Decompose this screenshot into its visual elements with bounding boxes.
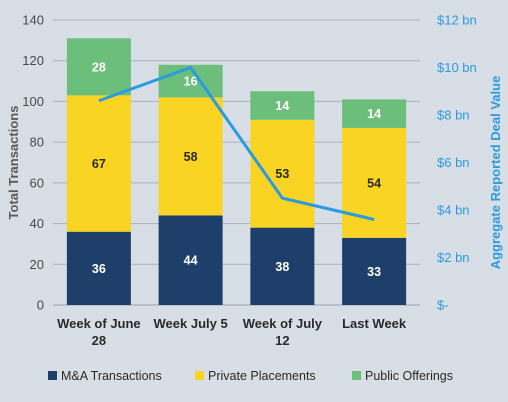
legend-swatch [195,371,204,380]
data-label: 53 [275,167,289,181]
y2-tick-label: $4 bn [437,203,470,218]
y-tick-label: 60 [30,175,44,190]
data-label: 44 [184,254,198,268]
y2-tick-label: $6 bn [437,155,470,170]
legend-label: Private Placements [208,369,316,383]
y-tick-label: 120 [22,53,44,68]
x-tick-label: Last Week [342,316,407,331]
data-label: 14 [275,99,289,113]
bar-segment [66,38,131,96]
legend-swatch [48,371,57,380]
bar-segment [66,95,131,232]
y2-tick-label: $12 bn [437,13,477,28]
y-tick-label: 0 [37,298,44,313]
bar-segment [250,119,315,228]
line-series [98,66,375,221]
bar-segment [158,215,223,305]
bar-segment [250,227,315,305]
y-tick-label: 40 [30,216,44,231]
data-label: 36 [92,262,106,276]
x-tick-label: Week of June [57,316,141,331]
data-label: 58 [184,150,198,164]
bar-segment [342,127,407,238]
y-tick-label: 140 [22,13,44,28]
data-label: 67 [92,157,106,171]
x-tick-label: 12 [275,333,289,348]
x-tick-label: Week July 5 [154,316,228,331]
y-tick-label: 80 [30,135,44,150]
y-tick-label: 100 [22,94,44,109]
y2-tick-label: $- [437,298,449,313]
legend-label: Public Offerings [365,369,453,383]
y2-tick-label: $8 bn [437,108,470,123]
y2-tick-label: $10 bn [437,60,477,75]
data-label: 16 [184,75,198,89]
data-label: 38 [275,260,289,274]
y2-axis-title: Aggregate Reported Deal Value [488,76,503,270]
data-label: 28 [92,60,106,74]
x-tick-label: 28 [92,333,106,348]
legend-label: M&A Transactions [61,369,162,383]
y2-tick-label: $2 bn [437,250,470,265]
bar-segment [158,64,223,98]
y-tick-label: 20 [30,257,44,272]
bar-segment [158,97,223,216]
data-label: 54 [367,176,381,190]
bar-segment [66,231,131,305]
data-label: 14 [367,107,381,121]
data-label: 33 [367,265,381,279]
x-tick-label: Week of July [243,316,323,331]
legend-swatch [352,371,361,380]
bar-segment [250,91,315,120]
bar-segment [342,99,407,128]
bar-segment [342,237,407,305]
y-axis-title: Total Transactions [6,106,21,220]
